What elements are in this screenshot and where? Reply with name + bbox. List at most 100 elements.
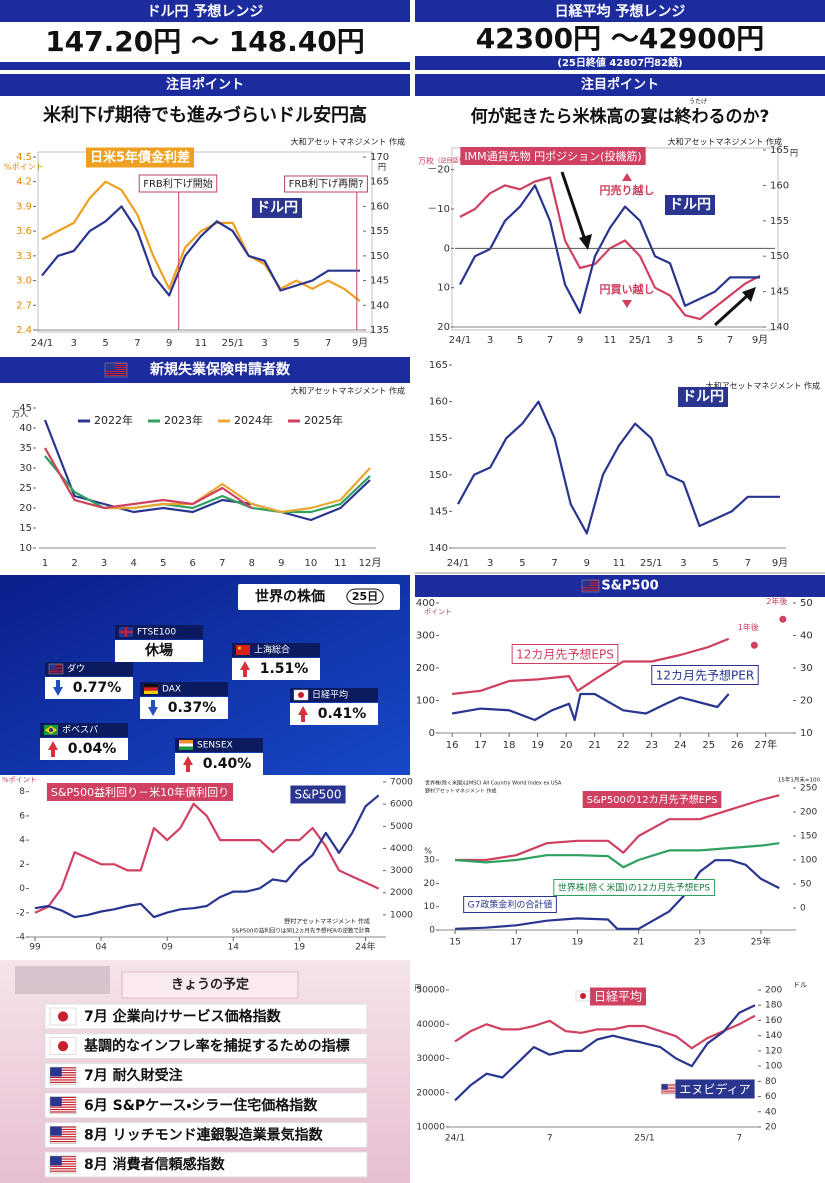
y-tick-label: 10 — [437, 283, 450, 294]
y-tick-label: 20 — [437, 322, 450, 333]
flag — [661, 1084, 668, 1090]
label-box — [665, 195, 715, 215]
flag — [50, 1099, 76, 1101]
y-tick-label: 145 — [370, 276, 389, 287]
y-tick-label: 165 — [770, 145, 789, 156]
y-tick-label: 140 — [765, 1031, 782, 1041]
y-tick-label: 140 — [429, 543, 448, 554]
series-label: ドル円 — [256, 200, 298, 216]
label: 円売り越し — [600, 183, 655, 197]
flag — [582, 585, 599, 586]
y-tick-label: 4 — [19, 836, 25, 846]
series-label: 世界株(除く米国)の12カ月先予想EPS — [558, 882, 711, 894]
flag — [104, 362, 128, 378]
axis-unit: 円 — [415, 984, 422, 992]
point-label: 1年後 — [738, 622, 759, 632]
schedule-row — [44, 1121, 368, 1148]
series-label: IMM通貨先物 円ポジション(投機筋) — [464, 149, 641, 163]
y-tick-label: 30000 — [416, 1054, 445, 1064]
y-tick-label: 0 — [19, 884, 25, 894]
series-line — [44, 447, 253, 510]
y-tick-label: 40000 — [416, 1020, 445, 1030]
x-tick-label: 9 — [278, 558, 284, 569]
x-tick-label: 19 — [294, 943, 306, 953]
y-tick-label: 40 — [19, 423, 32, 434]
x-tick-label: 7 — [547, 335, 553, 346]
flag — [144, 690, 158, 694]
panel-title: 世界の株価 — [255, 588, 325, 605]
x-tick-label: 25/1 — [640, 558, 662, 569]
y-tick-label: 35 — [19, 443, 32, 454]
flag — [582, 581, 599, 583]
schedule-row — [44, 1033, 368, 1060]
x-tick-label: 17 — [511, 938, 522, 948]
arrow-up — [183, 756, 193, 772]
schedule-row — [44, 1092, 368, 1119]
source: 野村アセットマネジメント 作成 — [284, 918, 370, 926]
range: 147.20円 ～ 148.40円 — [45, 25, 365, 58]
header-title: 日経平均 予想レンジ — [555, 3, 686, 20]
flag — [50, 1168, 76, 1170]
series-line — [44, 455, 371, 514]
flag — [50, 1108, 76, 1111]
y-tick-label: 10 — [424, 902, 436, 912]
y-tick-label: 160 — [765, 1016, 782, 1026]
y-tick-label: 0 — [429, 926, 435, 936]
x-tick-label: 25/1 — [634, 1134, 654, 1144]
flag — [661, 1086, 676, 1088]
x-tick-label: 21 — [588, 740, 601, 751]
series-line — [459, 184, 760, 314]
x-tick-label: 8 — [249, 558, 255, 569]
x-tick-label: 16 — [446, 740, 459, 751]
axis-unit: % — [424, 847, 432, 856]
flag — [50, 1096, 62, 1107]
note: S&P500の益利回りは同12ヵ月先予想PERの逆数で計算 — [232, 927, 371, 935]
x-tick-label: 09 — [161, 943, 173, 953]
y-tick-label: 140 — [770, 322, 789, 333]
y-tick-label: 40 — [800, 631, 813, 642]
flag — [50, 1158, 76, 1160]
flag — [50, 1079, 76, 1081]
flag — [49, 1155, 77, 1174]
y-tick-label: 4000 — [390, 844, 413, 854]
axis-note: (逆目盛り) — [438, 157, 467, 165]
x-tick-label: 9月 — [752, 334, 768, 346]
y-tick-label: 4.2 — [16, 177, 32, 188]
schedule-row — [44, 1151, 368, 1178]
label-box — [290, 785, 346, 804]
panel-title: きょうの予定 — [171, 977, 249, 993]
panel-date: 25日 — [352, 590, 378, 603]
x-tick-label: 24/1 — [31, 338, 53, 349]
axis-unit: 円 — [378, 163, 386, 172]
y-tick-label: 1000 — [390, 910, 413, 920]
series-line — [454, 1014, 756, 1050]
flag — [50, 1074, 76, 1076]
y-tick-label: 120 — [765, 1046, 782, 1056]
flag — [50, 1163, 76, 1165]
y-tick-label: 80 — [765, 1077, 777, 1087]
series-label: S&P500益利回り－米10年債利回り — [51, 785, 229, 799]
x-tick-label: 11 — [613, 558, 626, 569]
label-box — [460, 147, 646, 165]
y-tick-label: 6000 — [390, 800, 413, 810]
axis-unit: %ポイント — [4, 163, 44, 172]
x-tick-label: 26 — [731, 740, 744, 751]
label: FRB利下げ開始 — [143, 177, 213, 190]
item-bar — [232, 643, 320, 657]
flag — [582, 588, 599, 590]
axis-unit: %ポイント — [2, 776, 37, 784]
x-tick-label: 3 — [487, 335, 493, 346]
flag — [144, 687, 158, 691]
y-tick-label: 150 — [800, 831, 817, 841]
schedule-item: 6月 S&Pケース・シラー住宅価格指数 — [84, 1097, 318, 1114]
x-tick-label: 3 — [101, 558, 107, 569]
x-tick-label: 20 — [560, 740, 573, 751]
flag — [50, 1101, 76, 1103]
series-line — [34, 802, 380, 914]
x-tick-label: 25年 — [751, 936, 771, 948]
x-tick-label: 5 — [712, 558, 718, 569]
bar — [415, 575, 825, 597]
y-tick-label: 20000 — [416, 1088, 445, 1098]
series-line — [454, 1004, 756, 1102]
chart-title: S&P500 — [601, 579, 658, 594]
